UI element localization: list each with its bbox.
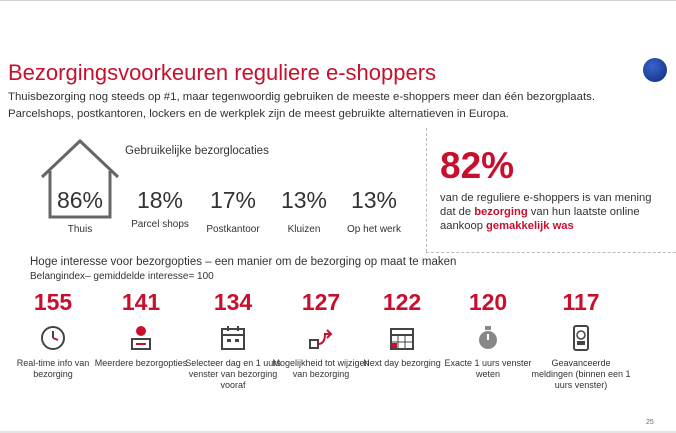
interest-title: Hoge interesse voor bezorgopties – een m… (30, 256, 457, 268)
phone-alert-icon (573, 325, 589, 351)
location-value-parcelshops: 18% (136, 187, 184, 213)
location-value-work: 13% (350, 187, 398, 213)
vertical-divider (426, 128, 427, 252)
interest-value: 127 (301, 289, 341, 315)
interest-label: Meerdere bezorgopties (94, 358, 188, 368)
page-subtitle: Thuisbezorging nog steeds op #1, maar te… (8, 91, 595, 120)
interest-value: 122 (382, 289, 422, 315)
calendar-icon (221, 326, 245, 350)
interest-value: 141 (121, 289, 161, 315)
calendar-grid-icon (390, 328, 414, 350)
location-value-lockers: 13% (280, 187, 328, 213)
stopwatch-icon (479, 326, 497, 349)
stat-value: 82% (440, 145, 515, 186)
reroute-icon (309, 329, 333, 349)
interest-label: Next day bezorging (363, 358, 441, 368)
interest-value: 134 (213, 289, 253, 315)
horizontal-divider (426, 252, 676, 253)
interest-value: 155 (33, 289, 73, 315)
interest-label: Geavanceerde meldingen (binnen een 1 uur… (531, 358, 631, 390)
location-label-parcelshops: Parcel shops (131, 219, 189, 230)
locations-title: Gebruikelijke bezorglocaties (125, 145, 269, 157)
location-label-work: Op het werk (347, 224, 401, 235)
clock-icon (41, 326, 65, 350)
stat-text: van hun laatste online aankoop (440, 206, 640, 232)
stat-description: van de reguliere e-shoppers is van menin… (440, 191, 660, 233)
interest-value: 120 (468, 289, 508, 315)
interest-label: Exacte 1 uurs venster weten (444, 358, 532, 379)
interest-label: Mogelijkheid tot wijzigen van bezorging (272, 358, 370, 379)
house-icon (40, 138, 120, 219)
location-label-lockers: Kluizen (287, 224, 321, 235)
location-label-home: Thuis (67, 224, 93, 235)
interest-label: Selecteer dag en 1 uurs venster van bezo… (185, 358, 281, 390)
stat-highlight: gemakkelijk was (486, 220, 574, 232)
page-title: Bezorgingsvoorkeuren reguliere e-shopper… (8, 60, 437, 85)
page-number: 25 (646, 419, 654, 426)
user-pin-icon (131, 326, 151, 350)
interest-label: Real-time info van bezorging (16, 358, 90, 379)
top-border (0, 0, 676, 1)
eu-flag-icon (643, 58, 667, 82)
stat-text: van de reguliere e-shoppers is van menin… (440, 192, 652, 218)
location-value-postoffice: 17% (209, 187, 257, 213)
interest-subtitle: Belangindex– gemiddelde interesse= 100 (30, 271, 214, 282)
bottom-border (0, 431, 676, 433)
location-value-home: 86% (56, 187, 104, 213)
interest-value: 117 (562, 289, 600, 315)
stat-highlight: bezorging (474, 206, 528, 218)
location-label-postoffice: Postkantoor (206, 224, 260, 235)
